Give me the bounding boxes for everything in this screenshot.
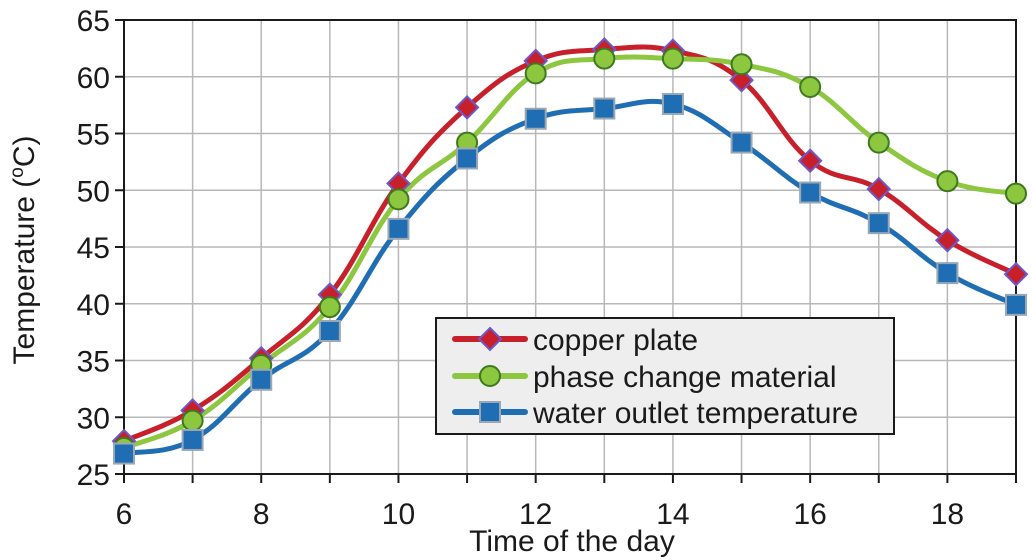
- legend-marker-copper-plate: [477, 326, 503, 352]
- y-tick-label: 45: [77, 232, 110, 265]
- legend-label-water-outlet-temperature: water outlet temperature: [532, 397, 858, 430]
- legend-marker-phase-change-material: [479, 365, 501, 387]
- data-point: [318, 319, 341, 342]
- data-point: [936, 262, 959, 285]
- data-point: [799, 75, 822, 98]
- data-point: [113, 442, 135, 465]
- legend-label-copper-plate: copper plate: [533, 324, 698, 357]
- data-point: [593, 97, 616, 120]
- data-point: [934, 227, 960, 253]
- data-point: [1003, 261, 1029, 287]
- data-point: [661, 92, 684, 115]
- series-layer: [111, 37, 1029, 465]
- x-tick-label: 16: [793, 498, 826, 531]
- data-point: [181, 428, 204, 451]
- y-tick-label: 55: [77, 119, 110, 152]
- data-point: [387, 188, 410, 211]
- y-tick-label: 25: [77, 459, 110, 492]
- y-axis-title: Temperature (oC): [7, 136, 41, 365]
- y-tick-label: 40: [77, 289, 110, 322]
- data-point: [524, 107, 547, 130]
- data-point: [730, 131, 753, 154]
- data-point: [661, 47, 684, 70]
- x-axis-tick-labels: 6 8 10 12 14 16 18: [116, 498, 964, 531]
- x-tick-label: 18: [931, 498, 964, 531]
- data-point: [730, 53, 753, 76]
- series-line-copper-plate: [121, 44, 1019, 444]
- data-point: [593, 47, 616, 70]
- legend-marker-water-outlet-temperature: [479, 401, 501, 423]
- data-point: [318, 296, 341, 319]
- x-tick-label: 6: [116, 498, 133, 531]
- legend-label-phase-change-material: phase change material: [533, 361, 837, 394]
- legend: copper plate phase change material water…: [435, 317, 895, 435]
- x-tick-label: 8: [253, 498, 270, 531]
- y-tick-label: 65: [77, 5, 110, 38]
- y-tick-label: 30: [77, 402, 110, 435]
- x-tick-label: 14: [656, 498, 689, 531]
- legend-item-copper-plate: copper plate: [452, 324, 698, 357]
- x-tick-label: 10: [382, 498, 415, 531]
- data-point: [936, 170, 959, 193]
- data-point: [456, 147, 479, 170]
- data-point: [181, 409, 204, 432]
- data-point: [1005, 182, 1027, 205]
- y-tick-label: 35: [77, 346, 110, 379]
- data-point: [867, 212, 890, 235]
- markers-phase-change-material: [113, 47, 1027, 459]
- data-point: [867, 131, 890, 154]
- x-axis-title: Time of the day: [469, 525, 675, 558]
- y-axis-tick-labels: 25 30 35 40 45 50 55 60 65: [77, 5, 110, 492]
- legend-item-phase-change-material: phase change material: [452, 361, 837, 394]
- data-point: [799, 181, 822, 204]
- y-axis-title-main: Temperature (: [8, 178, 41, 365]
- data-point: [866, 176, 892, 202]
- x-tick-label: 12: [519, 498, 552, 531]
- markers-water-outlet-temperature: [113, 92, 1027, 465]
- data-point: [729, 67, 754, 93]
- y-tick-label: 50: [77, 175, 110, 208]
- data-point: [250, 368, 273, 391]
- legend-item-water-outlet-temperature: water outlet temperature: [452, 397, 858, 430]
- data-point: [797, 148, 823, 174]
- y-tick-label: 60: [77, 62, 110, 95]
- data-point: [387, 217, 410, 240]
- data-point: [524, 62, 547, 85]
- tick-marks: [115, 19, 1017, 483]
- data-point: [1005, 293, 1027, 316]
- y-axis-title-unit: C): [8, 136, 41, 168]
- y-axis-title-superscript: o: [7, 167, 28, 178]
- series-copper-plate: [121, 44, 1019, 444]
- data-point: [454, 94, 480, 120]
